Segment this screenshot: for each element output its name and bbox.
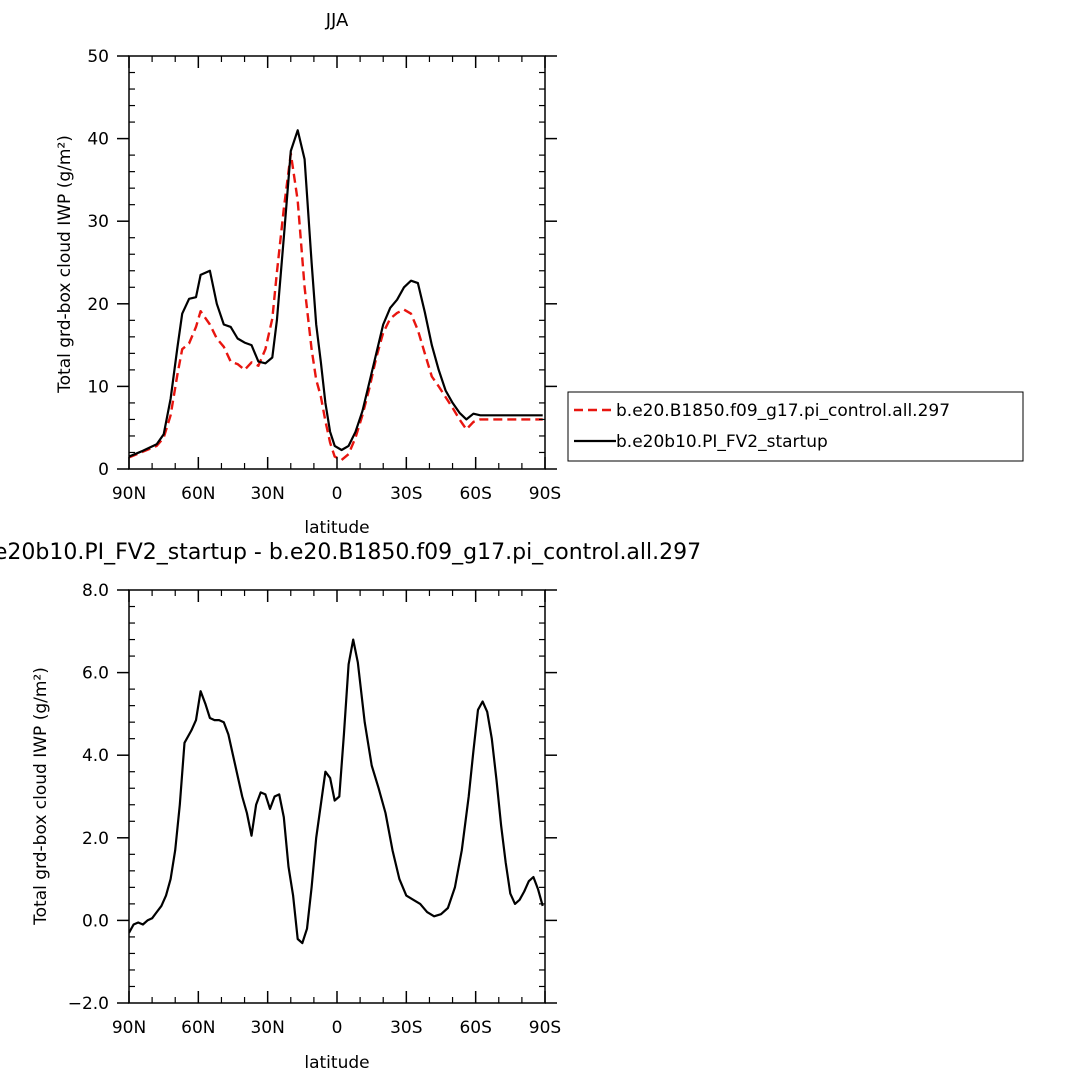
top-y-tick-label: 50: [87, 47, 109, 67]
top-y-tick-label: 40: [87, 130, 109, 150]
top-x-tick-label: 0: [332, 484, 343, 504]
bottom-y-tick-label: 2.0: [82, 829, 109, 849]
bottom-y-tick-label: 4.0: [82, 746, 109, 766]
top-x-tick-label: 90N: [112, 484, 146, 504]
bottom-y-axis-label: Total grd-box cloud IWP (g/m²): [31, 667, 51, 926]
bottom-y-tick-label: −2.0: [68, 994, 109, 1014]
top-panel: JJA 90N 60N 30N 0 30S 60S 90S 0 10 20 30 40 50 latit…: [55, 10, 561, 538]
legend-label-startup: b.e20b10.PI_FV2_startup: [616, 432, 828, 452]
top-y-tick-label: 0: [98, 460, 109, 480]
bottom-y-tick-label: 0.0: [82, 911, 109, 931]
bottom-x-tick-label: 30S: [390, 1018, 422, 1038]
top-series-line-0: [129, 152, 543, 462]
top-plot-area: 90N 60N 30N 0 30S 60S 90S 0 10 20 30 40 50: [87, 47, 561, 504]
bottom-x-tick-label: 0: [332, 1018, 343, 1038]
legend-box: [567, 391, 1024, 462]
top-series-group: [129, 129, 543, 462]
bottom-plot-frame: [128, 589, 546, 1004]
top-plot-frame: [128, 55, 546, 470]
top-legend: b.e20.B1850.f09_g17.pi_control.all.297 b…: [567, 391, 1024, 462]
top-x-tick-label: 30S: [390, 484, 422, 504]
top-y-tick-label: 30: [87, 212, 109, 232]
bottom-x-axis-label: latitude: [304, 1053, 369, 1073]
bottom-x-tick-label: 60N: [181, 1018, 215, 1038]
bottom-x-tick-label: 30N: [250, 1018, 284, 1038]
bottom-series-line-0: [129, 638, 544, 945]
bottom-y-tick-label: 8.0: [82, 581, 109, 601]
bottom-series-group: [129, 638, 544, 945]
bottom-plot-area: 90N 60N 30N 0 30S 60S 90S −2.0 0.0 2.0 4.0 6.0 8.0: [68, 581, 562, 1038]
legend-label-control: b.e20.B1850.f09_g17.pi_control.all.297: [616, 401, 950, 421]
bottom-y-tick-label: 6.0: [82, 664, 109, 684]
bottom-panel: b.e20b10.PI_FV2_startup - b.e20.B1850.f0…: [0, 540, 701, 1073]
top-series-line-1: [129, 129, 543, 458]
top-x-tick-label: 30N: [250, 484, 284, 504]
bottom-chart-title: b.e20b10.PI_FV2_startup - b.e20.B1850.f0…: [0, 540, 701, 565]
top-x-tick-label: 60N: [181, 484, 215, 504]
top-x-tick-label: 90S: [529, 484, 561, 504]
bottom-x-tick-label: 90N: [112, 1018, 146, 1038]
bottom-x-tick-label: 90S: [529, 1018, 561, 1038]
top-y-tick-label: 20: [87, 295, 109, 315]
top-x-tick-label: 60S: [459, 484, 491, 504]
top-x-axis-label: latitude: [304, 518, 369, 538]
bottom-x-tick-label: 60S: [459, 1018, 491, 1038]
top-y-axis-label: Total grd-box cloud IWP (g/m²): [55, 135, 75, 394]
top-chart-title: JJA: [325, 10, 349, 31]
top-y-tick-label: 10: [87, 377, 109, 397]
